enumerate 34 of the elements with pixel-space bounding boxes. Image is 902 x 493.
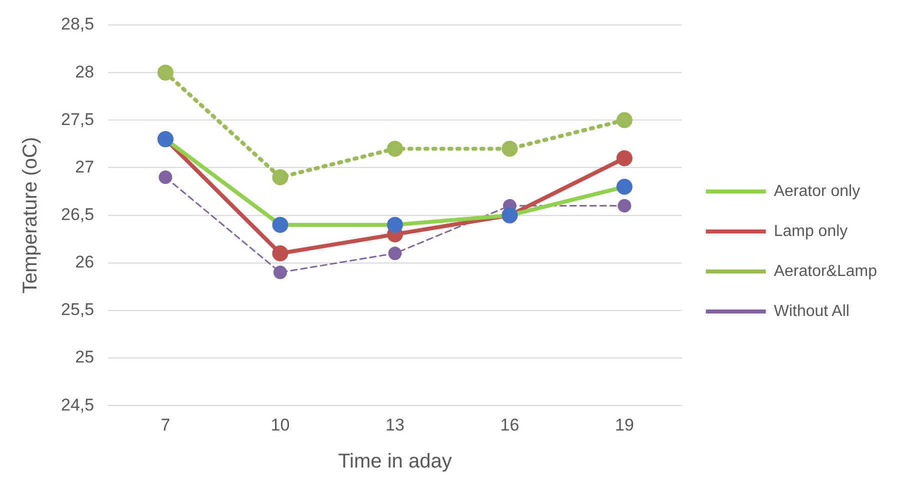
x-tick-label: 7 [160, 415, 170, 434]
x-tick-label: 16 [500, 415, 520, 434]
y-tick-label: 26,5 [60, 204, 94, 224]
y-tick-label: 24,5 [60, 395, 94, 414]
point [272, 245, 288, 262]
x-tick-label: 13 [386, 415, 404, 434]
point [386, 216, 403, 233]
x-tick-label: 19 [615, 415, 634, 434]
x-tick-label: 10 [270, 415, 290, 434]
point [616, 112, 632, 128]
y-tick-label: 26 [75, 252, 94, 272]
x-axis-title: Time in aday [338, 450, 452, 473]
y-axis-title: Temperature (oC) [20, 136, 42, 294]
point [272, 169, 288, 186]
y-tick-label: 28 [75, 62, 94, 82]
y-tick-label: 25,5 [60, 300, 94, 320]
point [502, 140, 518, 157]
legend-label: Without All [774, 302, 850, 320]
point [272, 216, 288, 233]
legend-label: Lamp only [774, 222, 848, 240]
y-tick-label: 27 [75, 157, 94, 176]
point [616, 150, 632, 166]
point [158, 170, 172, 184]
legend-label: Aerator&Lamp [774, 262, 878, 280]
y-tick-label: 27,5 [60, 110, 94, 129]
y-tick-label: 28,5 [60, 14, 94, 34]
legend-label: Aerator only [774, 182, 860, 200]
point [618, 199, 632, 213]
point [386, 140, 403, 157]
y-tick-label: 25 [75, 348, 94, 367]
point [157, 64, 174, 81]
point [616, 178, 632, 195]
point [388, 246, 402, 260]
point [273, 266, 287, 280]
